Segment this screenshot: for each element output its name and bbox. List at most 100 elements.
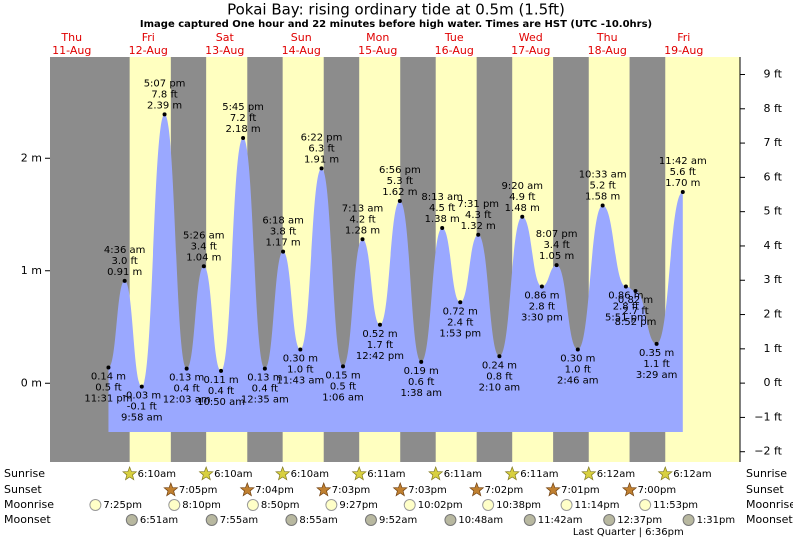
tide-label: 2:46 am (557, 376, 599, 387)
moonrise-time: 11:53pm (653, 500, 698, 511)
moonset-icon (364, 514, 377, 526)
tide-point (458, 300, 463, 305)
sunrise-icon (351, 466, 367, 481)
row-label: Sunrise (746, 467, 787, 480)
row-label: Sunset (4, 483, 42, 496)
moonset-icon (603, 514, 616, 526)
moonrise-icon (89, 499, 102, 511)
tide-label: 12:03 am (163, 395, 211, 406)
tide-label: 0.19 m (404, 366, 439, 377)
day-label: Wed (519, 31, 543, 44)
tide-label: 6:56 pm (379, 165, 421, 176)
tide-label: 2.39 m (147, 100, 182, 111)
tide-label: 10:50 am (197, 397, 245, 408)
y2-tick-label: 8 ft (764, 102, 783, 115)
tide-label: 0.86 m (524, 291, 559, 302)
sunrise-icon (428, 466, 444, 481)
sunrise-time: 6:11am (367, 469, 405, 480)
date-label: 19-Aug (664, 44, 703, 57)
moonrise-icon (639, 499, 652, 511)
tide-point (680, 190, 685, 194)
tide-point (633, 289, 638, 293)
moonset-icon (682, 514, 695, 526)
tide-label: 0.5 ft (330, 381, 356, 392)
moonrise-time: 11:14pm (575, 500, 620, 511)
tide-label: 4:36 am (104, 245, 146, 256)
moonrise-time: 9:27pm (339, 500, 378, 511)
tide-label: 9:58 am (121, 413, 163, 424)
tide-point (600, 203, 605, 208)
sunset-icon (316, 482, 332, 497)
day-label: Sun (291, 31, 312, 44)
sunrise-time: 6:10am (291, 469, 329, 480)
tide-point (184, 366, 189, 371)
moonrise-icon (168, 499, 181, 511)
sunset-time: 7:04pm (255, 485, 294, 496)
tide-point (241, 136, 246, 140)
tide-label: 3.8 ft (270, 227, 296, 238)
date-label: 13-Aug (205, 44, 244, 57)
moonset-icon (444, 514, 457, 526)
sunrise-time: 6:11am (444, 469, 482, 480)
tide-label: 1.0 ft (287, 365, 313, 376)
tide-point (476, 232, 481, 237)
tide-point (201, 264, 206, 269)
tide-label: 2.7 ft (622, 306, 648, 317)
tide-point (162, 112, 167, 117)
tide-label: 1.17 m (265, 238, 300, 249)
chart-title: Pokai Bay: rising ordinary tide at 0.5m … (227, 1, 565, 19)
row-label: Moonset (746, 513, 793, 526)
moonset-time: 12:37pm (617, 515, 662, 526)
tide-label: 5:51 pm (605, 313, 647, 324)
tide-label: 0.72 m (443, 306, 478, 317)
tide-label: 7:13 am (342, 203, 384, 214)
moonset-time: 6:51am (140, 515, 178, 526)
tide-label: 6:22 pm (301, 132, 343, 143)
sunset-time: 7:03pm (332, 485, 371, 496)
tide-label: 10:33 am (579, 170, 627, 181)
moonset-time: 11:42am (538, 515, 583, 526)
date-label: 12-Aug (129, 44, 168, 57)
y-tick-label: 0 m (21, 376, 42, 389)
tide-point (520, 214, 525, 219)
y2-tick-label: 5 ft (764, 205, 783, 218)
tide-label: 0.13 m (169, 373, 204, 384)
row-label: Sunset (746, 483, 784, 496)
moonrise-icon (403, 499, 416, 511)
tide-label: 8:52 pm (615, 317, 657, 328)
y2-tick-label: 9 ft (764, 67, 783, 80)
tide-label: 0.35 m (639, 348, 674, 359)
tide-label: 1.28 m (345, 225, 380, 236)
tide-label: 7:31 pm (457, 199, 499, 210)
tide-label: 5:26 am (183, 230, 225, 241)
tide-label: 1:06 am (322, 392, 364, 403)
day-label: Thu (60, 31, 82, 44)
date-label: 18-Aug (588, 44, 627, 57)
sunset-icon (239, 482, 255, 497)
y2-tick-label: −2 ft (754, 445, 782, 458)
moonrise-time: 7:25pm (103, 500, 142, 511)
tide-label: 1:38 am (400, 388, 442, 399)
tide-label: 1.70 m (665, 178, 700, 189)
row-label: Moonrise (746, 498, 793, 511)
tide-label: 2.8 ft (529, 302, 555, 313)
tide-point (106, 365, 111, 370)
tide-label: 0.91 m (107, 267, 142, 278)
day-label: Thu (596, 31, 618, 44)
tide-point (623, 284, 628, 289)
moonset-icon (125, 514, 138, 526)
y2-tick-label: −1 ft (754, 410, 782, 423)
tide-label: 6:18 am (262, 216, 304, 227)
tide-label: -0.1 ft (127, 402, 157, 413)
tide-label: 8:07 pm (536, 229, 578, 240)
moonset-time: 9:52am (379, 515, 417, 526)
tide-point (440, 226, 445, 230)
sunrise-time: 6:11am (520, 469, 558, 480)
tide-point (262, 366, 267, 371)
tide-label: 0.4 ft (208, 386, 234, 397)
tide-label: 12:35 am (241, 395, 289, 406)
tide-point (575, 347, 580, 352)
tide-label: 2.18 m (225, 124, 260, 135)
tide-label: 3.0 ft (111, 256, 137, 267)
